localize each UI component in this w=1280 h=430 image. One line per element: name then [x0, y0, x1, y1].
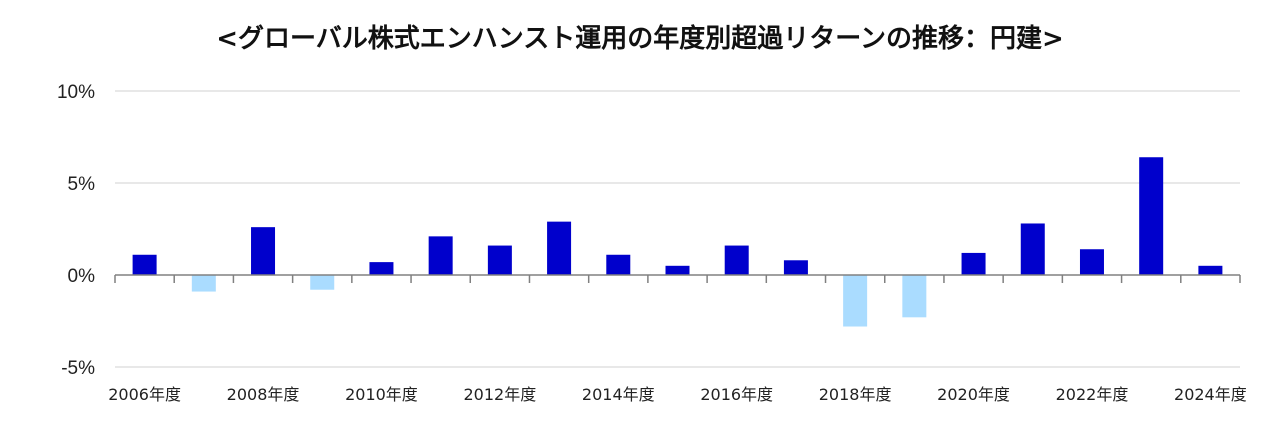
x-tick-label: 2012年度 [464, 385, 537, 404]
x-tick-label: 2008年度 [227, 385, 300, 404]
x-tick-label: 2016年度 [700, 385, 773, 404]
bar [1079, 249, 1104, 275]
y-tick-label: -5% [61, 358, 95, 379]
x-tick-label: 2010年度 [345, 385, 418, 404]
bar [902, 275, 927, 318]
bar [606, 254, 631, 275]
x-tick-label: 2014年度 [582, 385, 655, 404]
bar [310, 275, 335, 290]
bar-layer [132, 157, 1223, 327]
x-tick-label: 2020年度 [937, 385, 1010, 404]
grid-layer [115, 90, 1240, 368]
x-tick-label: 2006年度 [108, 385, 181, 404]
bar [1139, 157, 1164, 275]
bar [961, 252, 986, 275]
bar [251, 227, 276, 275]
bar [547, 221, 572, 275]
x-tick-label: 2024年度 [1174, 385, 1247, 404]
x-tick-label: 2018年度 [819, 385, 892, 404]
bar [369, 262, 394, 275]
label-layer: 10% 5% 0% -5% 2006年度 2008年度 2010年度 2012年度 2014年度… [57, 82, 1247, 404]
y-tick-label: 0% [68, 266, 96, 287]
bar [1020, 223, 1045, 275]
bar [843, 275, 868, 327]
axis-layer [114, 274, 1241, 283]
bar [1198, 265, 1223, 275]
bar [783, 260, 808, 275]
bar [132, 254, 157, 275]
y-tick-label: 10% [57, 82, 95, 103]
y-tick-label: 5% [68, 174, 96, 195]
x-tick-label: 2022年度 [1056, 385, 1129, 404]
bar [428, 236, 453, 275]
bar [665, 265, 690, 275]
chart-title: <グローバル株式エンハンスト運用の年度別超過リターンの推移：円建> [216, 24, 1064, 54]
bar [724, 245, 749, 275]
bar [191, 275, 216, 292]
bar [487, 245, 512, 275]
